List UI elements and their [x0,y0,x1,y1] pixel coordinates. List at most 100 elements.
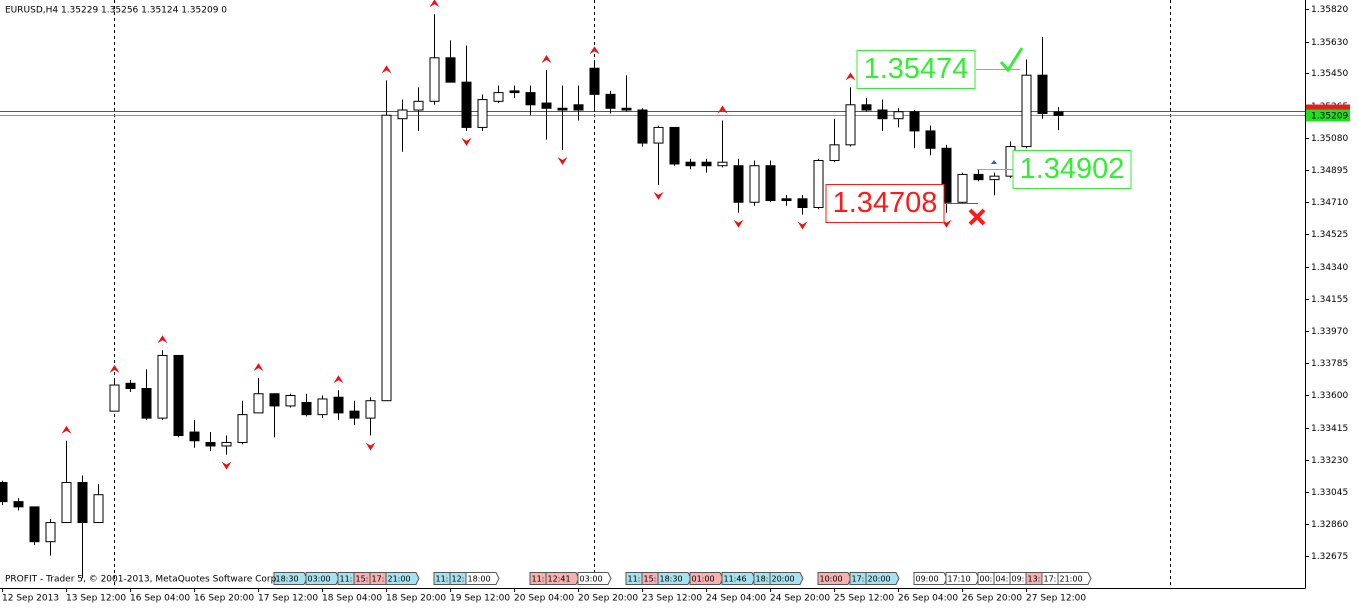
x-tick-label: 26 Sep 04:00 [898,594,958,604]
footer: PROFIT - Trader 5, © 2001-2013, MetaQuot… [5,575,279,585]
signal-label: 03:00 [580,575,603,584]
candle-body [621,107,632,111]
candle-body [493,92,504,102]
signal-label: 15: [356,575,369,584]
x-tick-label: 16 Sep 04:00 [130,594,190,604]
candle-body [461,81,472,128]
signal-label: 00: [980,575,993,584]
y-tick-label: 1.32860 [1311,520,1348,530]
x-tick-label: 25 Sep 12:00 [834,594,894,604]
candle-body [13,501,24,508]
y-tick-label: 1.34155 [1311,295,1348,305]
x-tick-label: 17 Sep 12:00 [258,594,318,604]
y-tick-label: 1.34895 [1311,166,1348,176]
signal-label: 21:00 [388,575,411,584]
candle-body [205,441,216,447]
signal-label: 17: [1044,575,1057,584]
signal-label: 20:00 [772,575,795,584]
fractal-up [429,0,440,8]
candle-body [525,92,536,106]
candle-body [861,104,872,111]
candle-body [61,482,72,524]
y-tick-label: 1.35080 [1311,134,1348,144]
candle-body [1053,111,1064,116]
candle-body [333,396,344,414]
candle-body [781,198,792,202]
y-tick-label: 1.33415 [1311,424,1348,434]
candle-body [941,147,952,203]
y-tick-label: 1.33785 [1311,359,1348,369]
check-icon [999,47,1024,73]
signal-label: 18: [756,575,769,584]
candle-body [685,161,696,167]
candle-body [157,354,168,419]
signal-label: 17: [852,575,865,584]
candle-body [893,111,904,120]
signal-label: 11:46 [724,575,747,584]
x-tick-label: 20 Sep 04:00 [514,594,574,604]
signal-label: 11: [532,575,545,584]
x-tick-label: 13 Sep 12:00 [66,594,126,604]
signal-chip [769,572,804,585]
signal-label: 01:00 [692,575,715,584]
level-label: 1.34708 [833,187,938,219]
fractal-up [157,335,168,344]
candle-body [749,165,760,203]
y-tick-label: 1.35450 [1311,69,1348,79]
level-box [856,50,976,89]
y-tick-label: 1.34525 [1311,230,1348,240]
y-tick-label: 1.34340 [1311,263,1348,273]
candle-body [125,382,136,390]
signal-label: 13: [1028,575,1041,584]
x-tick-label: 23 Sep 12:00 [642,594,702,604]
candle-body [797,198,808,208]
x-tick-label: 26 Sep 20:00 [962,594,1022,604]
x-tick-label: 12 Sep 2013 [2,594,59,604]
signal-label: 12: [452,575,465,584]
level-label: 1.35474 [864,53,969,85]
signal-label: 15: [644,575,657,584]
candle-body [957,173,968,203]
signal-label: 11: [628,575,641,584]
candle-body [509,90,520,94]
signal-chip [385,572,420,585]
x-tick-label: 16 Sep 20:00 [194,594,254,604]
candle-body [141,388,152,419]
fractal-up [109,364,120,373]
level-box [825,184,945,223]
signal-label: 03:00 [308,575,331,584]
candle-body [429,57,440,102]
candle-body [909,111,920,132]
signal-label: 20:00 [868,575,891,584]
fractal-down [365,442,376,451]
candle-body [29,506,40,543]
signal-label: 11: [340,575,353,584]
fractal-down [733,219,744,228]
candle-body [1021,74,1032,148]
signal-label: 21:00 [1060,575,1083,584]
level-label: 1.34902 [1020,153,1125,185]
cross-icon [968,208,986,226]
signal-label: 18:30 [276,575,299,584]
entry-arrow [991,160,997,164]
signal-label: 18:30 [660,575,683,584]
signal-label: 18:00 [468,575,491,584]
candle-body [765,165,776,202]
fractal-up [845,72,856,81]
candle-body [317,398,328,416]
fractal-up [541,54,552,63]
signal-chip [865,572,900,585]
candle-body [0,482,8,503]
y-tick-label: 1.35820 [1311,5,1348,15]
signal-label: 09: [1012,575,1025,584]
candle-body [829,144,840,161]
candle-body [477,99,488,128]
candle-body [925,130,936,149]
candle-body [365,400,376,419]
candle-body [557,107,568,111]
ask-price-box [1306,104,1350,111]
y-tick-label: 1.33970 [1311,327,1348,337]
candle-body [733,165,744,203]
